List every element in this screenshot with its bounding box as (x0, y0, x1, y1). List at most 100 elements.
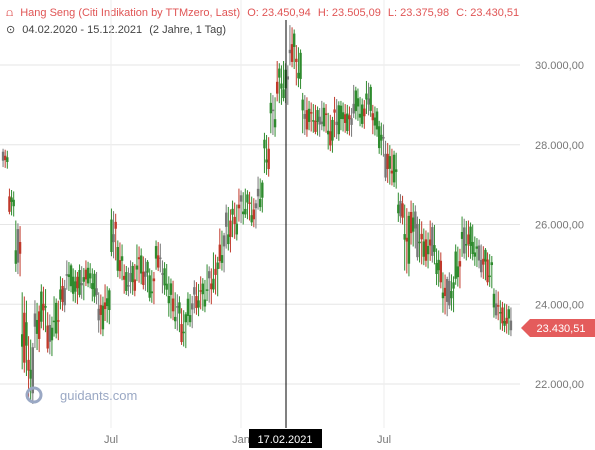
candle-body (460, 231, 464, 239)
candle-body (392, 154, 396, 183)
candle-body (74, 281, 77, 292)
candle-body (131, 265, 134, 283)
candle-body (448, 281, 451, 306)
candle-body (3, 155, 7, 161)
candle-body (250, 215, 253, 223)
candle-body (422, 241, 426, 257)
candle-body (326, 130, 330, 135)
candle-body (407, 215, 411, 264)
period-label: (2 Jahre, 1 Tag) (149, 24, 227, 36)
candle-body (216, 262, 219, 270)
candle-body (333, 109, 336, 113)
candle-body (488, 275, 491, 278)
candle-body (18, 242, 22, 254)
candle-body (371, 113, 375, 121)
candle-body (112, 234, 115, 243)
candle-body (220, 255, 224, 263)
candle-body (120, 256, 124, 261)
candle-body (397, 204, 400, 214)
candle-body (435, 262, 438, 275)
candle-body (346, 113, 349, 131)
candle-body (297, 72, 300, 79)
candlestick-series (1, 25, 513, 404)
candle-body (309, 112, 313, 114)
candle-body (139, 255, 143, 274)
candle-body (458, 261, 462, 267)
candle-body (363, 108, 366, 117)
y-axis: 22.000,00 24.000,00 26.000,00 28.000,00 30.0… (535, 60, 584, 391)
candle-body (484, 249, 487, 262)
candle-body (154, 246, 158, 259)
candle-body (52, 320, 56, 323)
candle-body (86, 267, 90, 284)
candle-body (360, 104, 364, 124)
candle-body (424, 239, 428, 261)
candle-body (445, 279, 449, 302)
candle-body (486, 259, 489, 283)
high-value: H: 23.505,09 (317, 7, 381, 19)
open-value: O: 23.450,94 (247, 7, 311, 19)
candle-body (80, 283, 83, 286)
candle-body (146, 261, 149, 273)
instrument-name: Hang Seng (Citi Indikation by TTMzero, L… (20, 7, 241, 19)
candle-body (159, 257, 162, 260)
candle-body (409, 211, 413, 234)
candle-body (469, 226, 472, 246)
candle-body (244, 208, 247, 215)
candle-body (97, 308, 100, 321)
candle-body (462, 227, 466, 254)
candle-body (322, 107, 326, 127)
candle-body (33, 313, 37, 327)
clock-icon: ⊙ (6, 24, 16, 36)
candle-body (482, 258, 485, 265)
candle-body (31, 347, 35, 394)
candle-body (110, 219, 113, 253)
candle-body (118, 260, 122, 272)
candle-body (176, 306, 179, 308)
candle-body (171, 298, 175, 312)
candle-body (292, 33, 296, 47)
candle-body (165, 283, 168, 290)
candle-body (210, 283, 213, 290)
candle-body (37, 311, 41, 339)
candle-body (450, 290, 453, 299)
y-tick-label: 30.000,00 (535, 60, 584, 72)
candle-body (411, 217, 415, 232)
candle-body (384, 153, 387, 178)
candle-body (465, 244, 468, 246)
candle-body (1, 151, 5, 161)
candle-body (263, 139, 266, 149)
candle-body (224, 212, 228, 227)
candle-body (290, 44, 294, 62)
candle-body (69, 265, 73, 287)
chart-grid (0, 0, 520, 428)
candle-body (479, 259, 483, 273)
candle-body (227, 234, 230, 245)
candle-body (148, 275, 151, 298)
candle-body (54, 302, 58, 334)
candle-body (312, 120, 315, 122)
candle-body (16, 229, 20, 263)
candle-body (212, 278, 215, 290)
candle-body (377, 126, 381, 149)
candle-body (231, 208, 234, 215)
candle-body (186, 298, 190, 316)
chart-header-ohlc: ⩍ Hang Seng (Citi Indikation by TTMzero,… (6, 7, 523, 20)
last-price-marker: 23.430,51 (521, 319, 595, 337)
candle-body (65, 274, 69, 276)
candle-body (222, 235, 226, 247)
candle-body (246, 194, 249, 203)
candle-body (335, 121, 338, 126)
candle-body (329, 131, 332, 146)
candle-body (420, 233, 423, 240)
candle-body (439, 260, 443, 283)
candle-body (29, 369, 32, 379)
candle-body (103, 302, 107, 310)
candle-body (71, 276, 75, 294)
candle-body (150, 291, 154, 294)
candle-body (137, 257, 141, 260)
candle-body (350, 118, 353, 125)
candle-body (201, 283, 205, 295)
candle-body (199, 290, 202, 292)
